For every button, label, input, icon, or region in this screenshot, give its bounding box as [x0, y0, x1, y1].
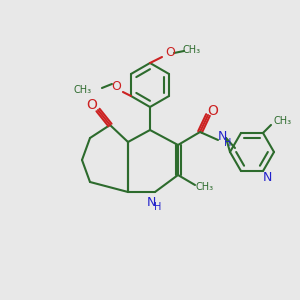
Text: O: O: [165, 46, 175, 59]
Text: CH₃: CH₃: [196, 182, 214, 192]
Text: N: N: [146, 196, 156, 208]
Text: CH₃: CH₃: [183, 45, 201, 55]
Text: O: O: [87, 98, 98, 112]
Text: N: N: [217, 130, 227, 142]
Text: O: O: [111, 80, 121, 92]
Text: CH₃: CH₃: [74, 85, 92, 95]
Text: N: N: [262, 171, 272, 184]
Text: O: O: [208, 104, 218, 118]
Text: H: H: [154, 202, 162, 212]
Text: CH₃: CH₃: [274, 116, 292, 126]
Text: H: H: [224, 138, 232, 148]
